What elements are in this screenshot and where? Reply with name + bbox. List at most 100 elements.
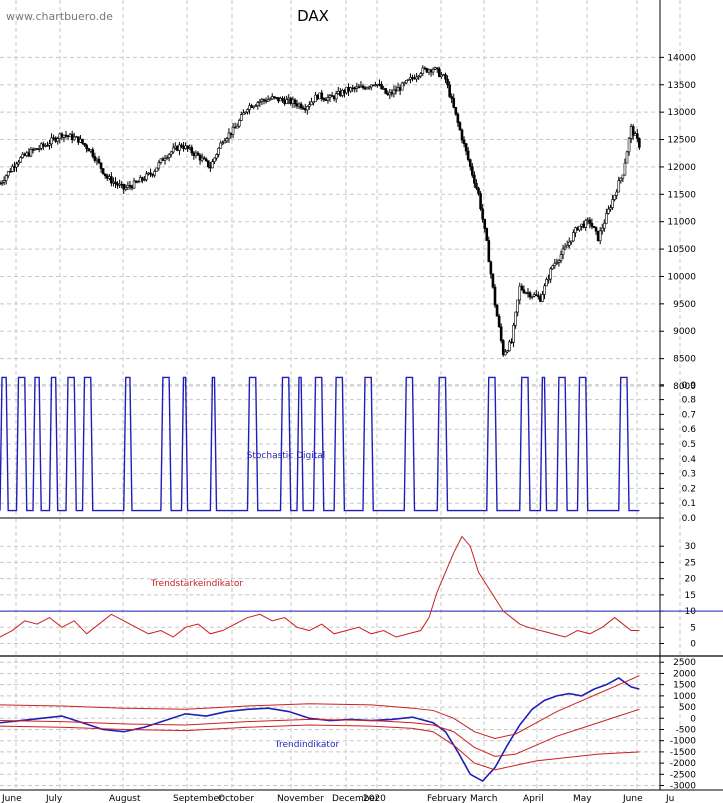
- price-candle-body: [289, 97, 293, 104]
- price-candle-body: [132, 180, 136, 189]
- price-candle-body: [23, 153, 27, 156]
- price-candle-body: [235, 125, 239, 129]
- price-candle-body: [186, 145, 189, 149]
- price-candle-body: [510, 341, 513, 344]
- y-tick-label: 30: [685, 542, 697, 552]
- price-candle-body: [70, 133, 74, 141]
- price-candle-body: [301, 107, 305, 110]
- price-candle-body: [190, 147, 194, 154]
- price-candle-body: [306, 106, 309, 111]
- price-candle-body: [462, 139, 466, 144]
- price-candle-body: [231, 126, 235, 135]
- price-candle-body: [633, 133, 637, 136]
- y-tick-label: 0.8: [682, 396, 697, 406]
- y-tick-label: 20: [685, 575, 697, 585]
- price-candle-body: [557, 260, 561, 263]
- price-candle-body: [555, 262, 559, 264]
- price-candle-body: [405, 80, 408, 84]
- stochastic-panel-title: Stochastic Digital: [247, 451, 326, 461]
- price-candle-body: [0, 181, 4, 184]
- price-candle-body: [248, 105, 251, 110]
- y-tick-label: 10000: [667, 272, 696, 282]
- price-candle-body: [603, 222, 606, 229]
- price-candle-body: [526, 292, 530, 294]
- price-candle-body: [58, 133, 62, 139]
- price-candle-body: [27, 152, 31, 157]
- price-candle-body: [124, 187, 128, 190]
- price-candle-body: [407, 79, 410, 81]
- price-candle-body: [440, 74, 443, 77]
- price-candle-body: [522, 289, 526, 294]
- price-candle-body: [425, 68, 429, 73]
- price-candle-body: [438, 68, 441, 77]
- y-tick-label: 11500: [667, 190, 696, 200]
- stochastic-digital-line: [0, 376, 640, 512]
- price-candle-body: [501, 340, 505, 356]
- price-candle-body: [561, 248, 565, 255]
- price-candle-body: [0, 183, 2, 185]
- trendindikator-panel-title: Trendindikator: [274, 740, 340, 750]
- x-tick-label: June: [1, 794, 22, 803]
- price-candle-body: [582, 223, 585, 228]
- y-tick-label: 1000: [673, 692, 696, 702]
- price-candle-body: [491, 273, 495, 288]
- price-candle-body: [293, 99, 297, 105]
- price-candle-body: [268, 98, 272, 101]
- y-tick-label: 25: [685, 558, 696, 568]
- y-tick-label: 8500: [673, 355, 696, 365]
- price-candle-body: [46, 145, 49, 147]
- price-candle-body: [553, 262, 557, 267]
- price-candle-body: [629, 126, 633, 139]
- price-candle-body: [221, 142, 225, 145]
- price-candle-body: [530, 296, 534, 298]
- price-candle-body: [291, 99, 295, 104]
- price-candle-body: [481, 208, 484, 220]
- price-candle-body: [524, 292, 528, 294]
- price-candle-body: [196, 152, 200, 156]
- price-candle-body: [105, 175, 109, 179]
- price-candle-body: [565, 245, 569, 248]
- price-candle-body: [11, 166, 14, 172]
- price-candle-body: [468, 159, 472, 167]
- price-candle-body: [281, 98, 284, 101]
- price-candle-body: [184, 145, 187, 149]
- price-candle-body: [411, 77, 414, 79]
- price-candle-body: [126, 185, 130, 188]
- price-candle-body: [229, 132, 233, 135]
- price-candle-body: [204, 158, 208, 162]
- price-candle-body: [596, 230, 600, 242]
- price-candle-body: [357, 86, 361, 89]
- price-candle-body: [584, 220, 588, 228]
- price-candle-body: [516, 299, 519, 313]
- price-candle-body: [563, 246, 567, 250]
- price-candle-body: [394, 89, 398, 92]
- price-candle-body: [551, 265, 555, 270]
- trendindikator-band-line: [0, 724, 640, 771]
- price-candle-body: [619, 177, 623, 181]
- price-candle-body: [116, 183, 119, 186]
- price-candle-body: [89, 149, 93, 152]
- x-tick-label: July: [45, 794, 63, 803]
- price-candle-body: [471, 166, 474, 176]
- price-candle-body: [256, 102, 260, 106]
- price-candle-body: [153, 171, 156, 176]
- price-candle-body: [380, 84, 383, 90]
- price-candle-body: [264, 100, 268, 102]
- price-candle-body: [149, 172, 152, 175]
- price-candle-body: [493, 286, 497, 306]
- price-candle-body: [188, 147, 192, 149]
- price-candle-body: [339, 90, 342, 96]
- price-candle-body: [33, 148, 37, 151]
- price-candle-body: [353, 87, 357, 90]
- y-tick-label: 0: [690, 640, 696, 650]
- y-tick-label: 8000: [673, 382, 696, 392]
- price-candle-body: [617, 180, 621, 193]
- price-candle-body: [174, 145, 177, 149]
- price-candle-body: [202, 157, 206, 160]
- price-candle-body: [518, 285, 522, 301]
- price-candle-body: [328, 95, 332, 98]
- y-tick-label: 9500: [673, 300, 696, 310]
- price-candle-body: [376, 83, 379, 86]
- price-candle-body: [75, 136, 78, 138]
